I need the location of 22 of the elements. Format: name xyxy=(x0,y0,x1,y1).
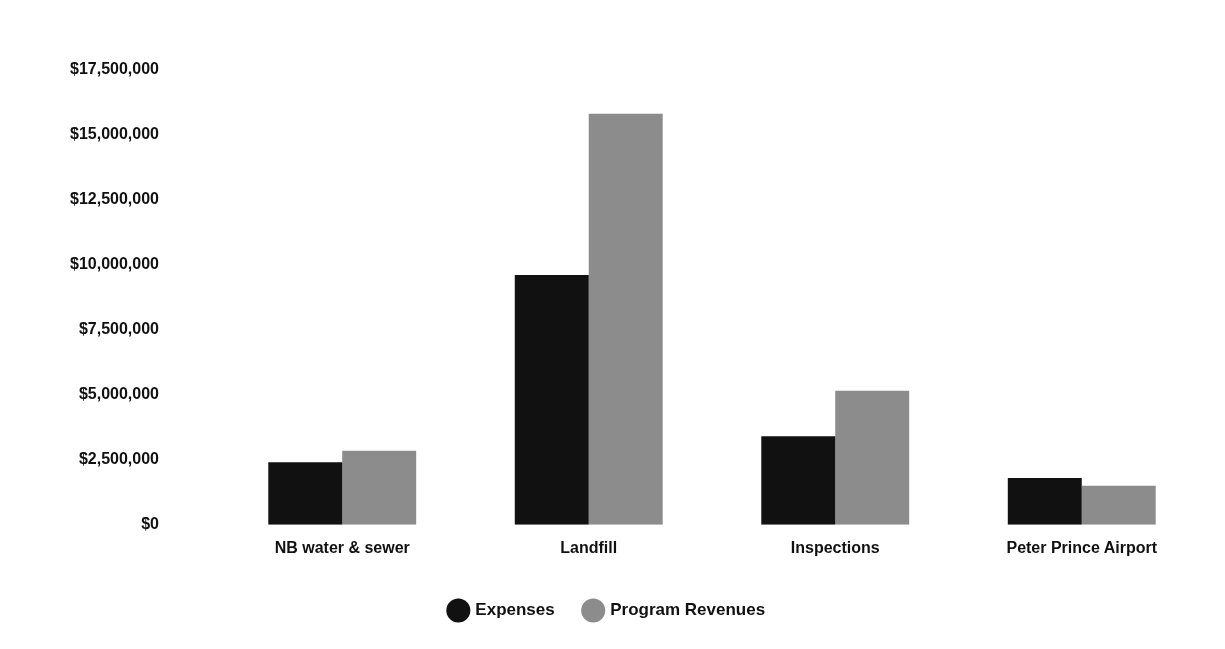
y-tick-label: $7,500,000 xyxy=(78,320,160,338)
x-tick-label: Landfill xyxy=(560,538,618,556)
bar xyxy=(588,113,663,525)
x-tick-label: Inspections xyxy=(790,538,880,556)
x-tick-label: NB water & sewer xyxy=(274,538,410,556)
bar xyxy=(835,390,910,525)
bar xyxy=(268,462,343,525)
y-tick-label: $0 xyxy=(141,515,160,533)
y-tick-label: $5,000,000 xyxy=(78,385,160,403)
y-tick-label: $2,500,000 xyxy=(78,450,160,468)
bar xyxy=(761,436,836,525)
y-tick-label: $12,500,000 xyxy=(69,190,160,208)
legend-label: Expenses xyxy=(475,600,555,620)
y-tick-label: $15,000,000 xyxy=(69,125,160,143)
x-tick-label: Peter Prince Airport xyxy=(1006,538,1158,556)
legend-label: Program Revenues xyxy=(610,600,766,620)
bar xyxy=(342,450,417,525)
y-tick-label: $10,000,000 xyxy=(69,255,160,273)
bar xyxy=(1007,477,1082,525)
bar xyxy=(1081,485,1156,525)
y-tick-label: $17,500,000 xyxy=(69,60,160,78)
bar xyxy=(514,275,589,525)
